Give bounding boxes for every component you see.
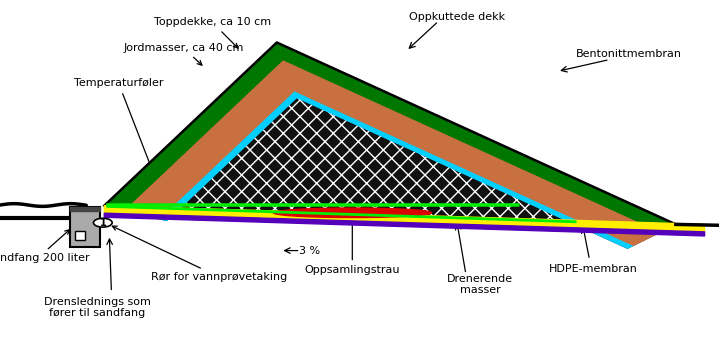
- Polygon shape: [124, 59, 661, 245]
- Polygon shape: [104, 213, 705, 236]
- Text: Oppsamlingstrau: Oppsamlingstrau: [305, 219, 400, 275]
- Bar: [70, 207, 100, 246]
- Polygon shape: [70, 207, 100, 211]
- Text: 1: 1: [99, 218, 106, 228]
- Text: Drenslednings som
fører til sandfang: Drenslednings som fører til sandfang: [44, 297, 150, 319]
- Polygon shape: [104, 42, 676, 232]
- Polygon shape: [273, 208, 431, 218]
- Polygon shape: [104, 97, 676, 248]
- Polygon shape: [104, 206, 705, 232]
- Polygon shape: [159, 90, 633, 248]
- Text: Jordmasser, ca 40 cm: Jordmasser, ca 40 cm: [123, 42, 244, 65]
- Text: Rør for vannprøvetaking: Rør for vannprøvetaking: [112, 226, 288, 282]
- Text: HDPE-membran: HDPE-membran: [549, 264, 638, 274]
- Text: Sandfang 200 liter: Sandfang 200 liter: [0, 230, 89, 264]
- Bar: [75, 231, 85, 240]
- Text: 3 %: 3 %: [298, 245, 320, 256]
- Circle shape: [93, 218, 112, 227]
- Text: Toppdekke, ca 10 cm: Toppdekke, ca 10 cm: [154, 17, 270, 48]
- Text: Bentonittmembran: Bentonittmembran: [576, 49, 682, 60]
- Text: Drenerende
masser: Drenerende masser: [447, 274, 513, 295]
- Text: Oppkuttede dekk: Oppkuttede dekk: [408, 12, 505, 22]
- Text: Temperaturføler: Temperaturføler: [74, 78, 163, 182]
